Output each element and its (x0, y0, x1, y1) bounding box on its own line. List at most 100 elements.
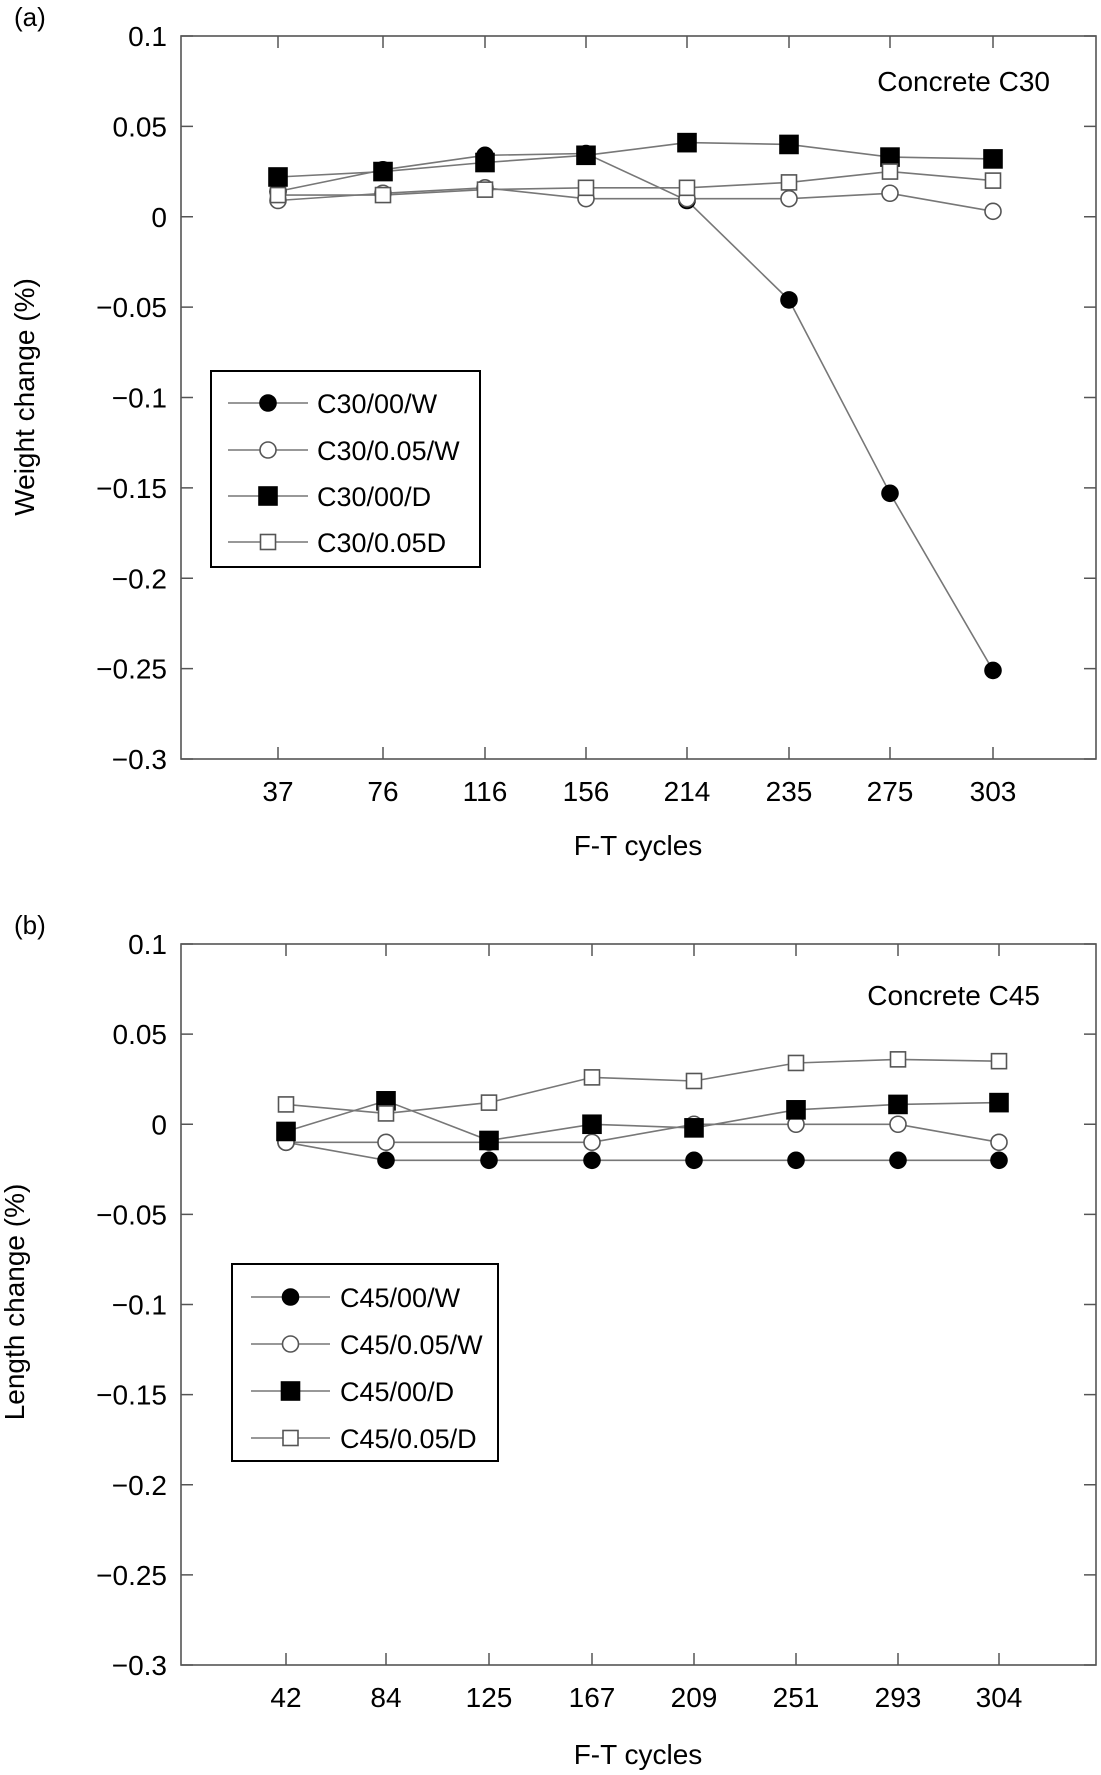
data-point-4 (780, 174, 798, 191)
data-point-2 (889, 1115, 907, 1134)
chart-annotation: Concrete C45 (867, 980, 1040, 1011)
data-point-1 (377, 1151, 395, 1170)
legend-label: C30/00/D (317, 482, 431, 512)
data-point-3 (582, 1114, 602, 1135)
data-point-4 (377, 1105, 395, 1122)
legend-label: C30/0.05/W (317, 436, 460, 466)
y-axis-label: Length change (%) (0, 1184, 30, 1421)
x-axis-label: F-T cycles (574, 1739, 703, 1770)
panel-label: (b) (14, 910, 46, 940)
x-tick-label: 304 (976, 1682, 1023, 1713)
data-point-1 (480, 1151, 498, 1170)
legend: C45/00/W C45/0.05/W C45/00/D C45/0.05/D (231, 1263, 499, 1462)
x-tick-label: 167 (569, 1682, 616, 1713)
y-tick-label: −0.15 (96, 473, 167, 504)
legend-label: C30/00/W (317, 389, 438, 419)
y-tick-label: 0.05 (113, 1019, 168, 1050)
chart-panel-b: (b) Concrete C45 Length change (%) F-T c… (0, 910, 1097, 1770)
legend-marker (259, 394, 277, 412)
legend-label: C30/0.05D (317, 528, 446, 558)
data-point-3 (989, 1092, 1009, 1113)
data-point-2 (881, 184, 899, 203)
series-layer (268, 132, 1003, 680)
legend-items: C45/00/W C45/0.05/W C45/00/D C45/0.05/D (251, 1283, 483, 1454)
data-point-4 (277, 1096, 295, 1113)
data-point-2 (583, 1133, 601, 1152)
x-axis-label: F-T cycles (574, 830, 703, 861)
panel-label: (a) (14, 2, 46, 32)
legend-label: C45/00/W (340, 1283, 461, 1313)
y-tick-label: −0.1 (112, 383, 167, 414)
legend-marker (280, 1381, 301, 1401)
chart-annotation: Concrete C30 (877, 66, 1050, 97)
data-point-1 (889, 1151, 907, 1170)
legend-label: C45/0.05/W (340, 1330, 483, 1360)
y-tick-label: 0.05 (113, 111, 168, 142)
data-point-3 (684, 1118, 704, 1138)
y-tick-label: 0 (151, 202, 167, 233)
legend-marker (258, 486, 278, 506)
data-point-4 (881, 163, 899, 180)
x-tick-label: 214 (664, 776, 711, 807)
tick-layer: 0.1 0.05 0 −0.05 −0.1 −0.15 −0.2 −0.25 −0.3 42 84 1… (96, 929, 1096, 1713)
data-point-1 (685, 1151, 703, 1170)
data-point-1 (984, 661, 1002, 680)
x-tick-label: 275 (867, 776, 914, 807)
series-line-2 (286, 1123, 1000, 1144)
data-point-3 (786, 1100, 806, 1120)
y-tick-label: 0.1 (128, 21, 167, 52)
data-point-4 (678, 179, 696, 197)
series-layer (276, 1051, 1009, 1170)
legend: C30/00/W C30/0.05/W C30/00/D C30/0.05D (210, 370, 481, 568)
data-point-1 (787, 1151, 805, 1170)
data-point-4 (577, 179, 595, 197)
chart-panel-a: (a) Concrete C30 Weight change (%) F-T c… (9, 2, 1097, 861)
data-point-3 (576, 145, 596, 166)
y-tick-label: −0.3 (112, 744, 167, 775)
legend-marker (281, 1335, 300, 1353)
y-tick-label: −0.25 (96, 654, 167, 685)
x-tick-label: 293 (875, 1682, 922, 1713)
x-tick-label: 156 (563, 776, 610, 807)
data-point-4 (476, 181, 494, 198)
legend-label: C45/0.05/D (340, 1424, 477, 1454)
y-axis-label: Weight change (%) (9, 278, 40, 516)
x-tick-label: 235 (766, 776, 813, 807)
data-point-4 (583, 1069, 601, 1086)
data-point-3 (268, 167, 288, 187)
data-point-3 (373, 161, 393, 182)
data-point-4 (480, 1094, 498, 1111)
y-tick-label: −0.25 (96, 1560, 167, 1591)
tick-layer: 0.1 0.05 0 −0.05 −0.1 −0.15 −0.2 −0.25 −0.3 37 76 1… (96, 21, 1096, 807)
data-point-1 (583, 1151, 601, 1170)
x-tick-label: 209 (671, 1682, 718, 1713)
x-tick-label: 84 (370, 1682, 401, 1713)
data-point-2 (780, 189, 798, 208)
data-point-3 (888, 1094, 908, 1115)
legend-marker (259, 441, 277, 459)
x-tick-label: 76 (367, 776, 398, 807)
x-tick-label: 42 (270, 1682, 301, 1713)
data-point-4 (984, 172, 1002, 189)
y-tick-label: −0.1 (112, 1290, 167, 1321)
series-line-4 (285, 1058, 1000, 1115)
data-point-3 (779, 134, 799, 155)
data-point-4 (685, 1072, 703, 1090)
series-line-1 (277, 152, 994, 671)
y-tick-label: −0.2 (112, 563, 167, 594)
x-tick-label: 303 (970, 776, 1017, 807)
data-point-3 (677, 132, 697, 153)
legend-marker (282, 1429, 299, 1447)
data-point-2 (377, 1133, 395, 1152)
x-tick-label: 125 (466, 1682, 513, 1713)
y-tick-label: 0 (151, 1109, 167, 1140)
series-line-3 (277, 141, 994, 178)
data-point-2 (990, 1133, 1008, 1152)
data-point-4 (269, 186, 287, 204)
data-point-4 (889, 1051, 907, 1068)
series-line-4 (278, 170, 994, 196)
data-point-4 (787, 1054, 805, 1072)
y-tick-label: −0.05 (96, 1199, 167, 1230)
legend-marker (259, 533, 277, 551)
